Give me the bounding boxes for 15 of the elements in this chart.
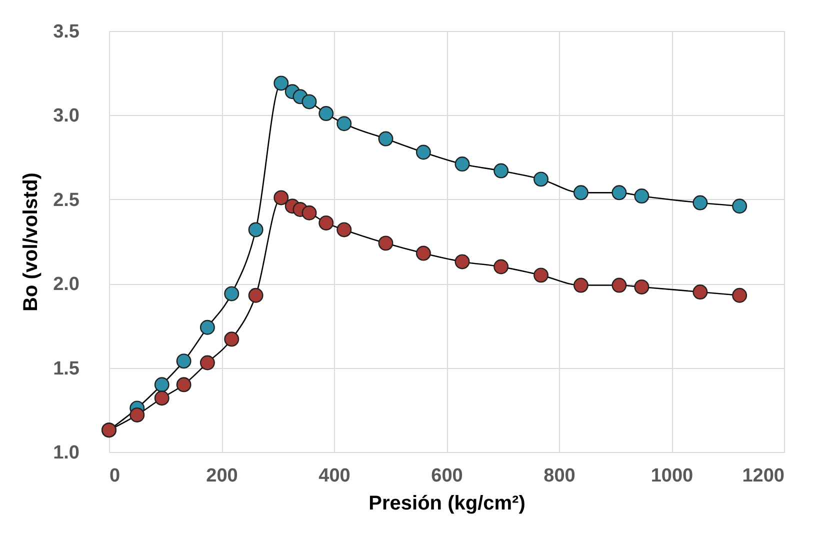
y-tick-label: 2.0 (53, 274, 80, 296)
x-tick-label: 600 (431, 466, 463, 486)
x-tick-label: 200 (206, 466, 238, 486)
y-tick-label: 2.5 (53, 190, 80, 211)
y-tick-label: 1.5 (53, 358, 80, 380)
x-tick-label: 1000 (650, 466, 694, 486)
x-tick-label: 1200 (742, 466, 784, 486)
x-axis-title: Presión (kg/cm²) (368, 492, 526, 514)
x-tick-label: 800 (544, 466, 576, 486)
x-tick-label: 0 (110, 466, 120, 486)
x-tick-label: 400 (318, 466, 350, 486)
y-axis-title: Bo (vol/volstd) (20, 172, 42, 312)
y-tick-label: 3.0 (53, 106, 80, 127)
y-tick-label: 1.0 (53, 442, 80, 464)
y-tick-label: 3.5 (53, 22, 80, 42)
